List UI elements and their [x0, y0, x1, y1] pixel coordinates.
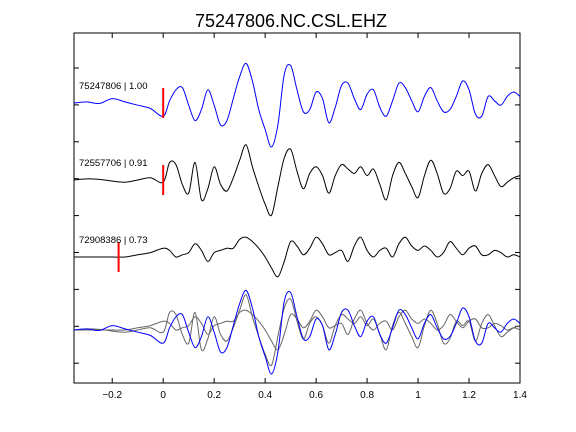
overlay-trace-line — [74, 309, 521, 351]
overlay-traces — [73, 289, 521, 375]
y-axis-ticks — [74, 67, 520, 364]
trace-label: 75247806 | 1.00 — [79, 81, 148, 92]
waveform-traces — [73, 62, 521, 278]
x-tick-label: 1 — [415, 390, 421, 401]
x-tick-label: 1.2 — [462, 390, 476, 401]
trace-line — [73, 62, 521, 148]
overlay-trace-line — [73, 289, 521, 375]
x-tick-label: −0.2 — [102, 390, 122, 401]
trace-line — [73, 144, 521, 217]
x-tick-label: 1.4 — [513, 390, 527, 401]
trace-label: 72908386 | 0.73 — [79, 235, 148, 246]
x-tick-label: 0.2 — [207, 390, 221, 401]
x-tick-label: 0 — [160, 390, 166, 401]
x-tick-label: 0.8 — [360, 390, 374, 401]
chart-title: 75247806.NC.CSL.EHZ — [195, 11, 387, 31]
trace-label: 72557706 | 0.91 — [79, 158, 148, 169]
trace-line — [73, 236, 521, 278]
x-tick-label: 0.6 — [309, 390, 323, 401]
x-tick-label: 0.4 — [258, 390, 272, 401]
plot-frame — [73, 32, 521, 384]
x-axis-ticks: −0.2 0 0.2 0.4 0.6 0.8 1 1.2 1.4 — [102, 33, 527, 401]
trace-labels: 75247806 | 1.00 72557706 | 0.91 72908386 |… — [79, 81, 148, 246]
